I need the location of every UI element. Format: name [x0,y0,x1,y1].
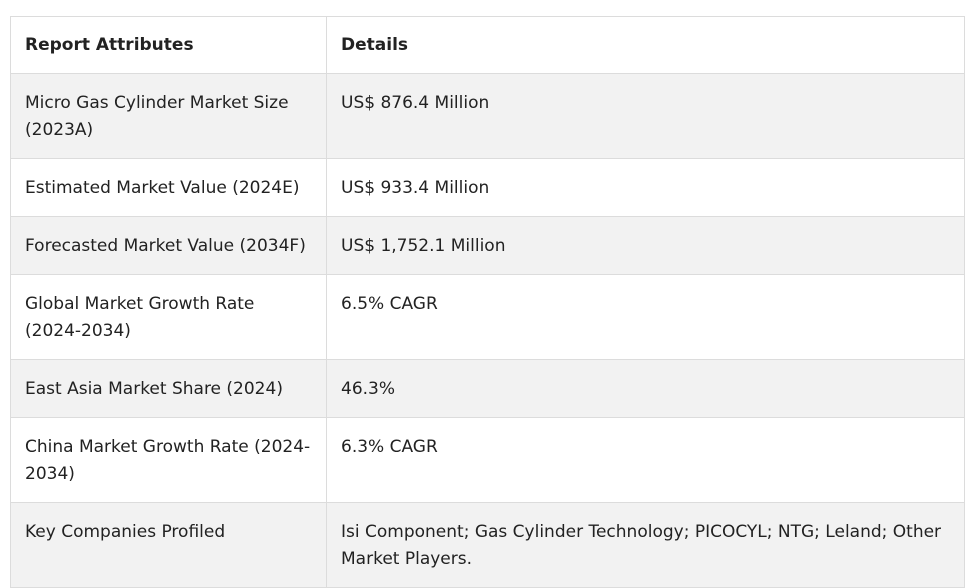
detail-cell: 6.3% CAGR [326,417,965,503]
attribute-cell: Micro Gas Cylinder Market Size (2023A) [10,73,327,159]
attribute-cell: Forecasted Market Value (2034F) [10,216,327,275]
detail-cell: 46.3% [326,359,965,418]
detail-cell: US$ 933.4 Million [326,158,965,217]
table-header-row: Report Attributes Details [10,16,965,74]
detail-cell: Isi Component; Gas Cylinder Technology; … [326,502,965,588]
report-attributes-table-container: Report Attributes Details Micro Gas Cyli… [10,16,965,588]
attribute-cell: Key Companies Profiled [10,502,327,588]
attribute-cell: China Market Growth Rate (2024-2034) [10,417,327,503]
attribute-cell: East Asia Market Share (2024) [10,359,327,418]
detail-cell: US$ 1,752.1 Million [326,216,965,275]
table-row: Estimated Market Value (2024E) US$ 933.4… [10,158,965,217]
table-row: Micro Gas Cylinder Market Size (2023A) U… [10,73,965,159]
detail-cell: 6.5% CAGR [326,274,965,360]
attribute-cell: Estimated Market Value (2024E) [10,158,327,217]
table-row: China Market Growth Rate (2024-2034) 6.3… [10,417,965,503]
table-row: Forecasted Market Value (2034F) US$ 1,75… [10,216,965,275]
table-row: East Asia Market Share (2024) 46.3% [10,359,965,418]
attribute-cell: Global Market Growth Rate (2024-2034) [10,274,327,360]
detail-cell: US$ 876.4 Million [326,73,965,159]
header-report-attributes: Report Attributes [10,16,327,74]
table-row: Global Market Growth Rate (2024-2034) 6.… [10,274,965,360]
header-details: Details [326,16,965,74]
table-row: Key Companies Profiled Isi Component; Ga… [10,502,965,588]
report-attributes-table: Report Attributes Details Micro Gas Cyli… [10,16,965,588]
